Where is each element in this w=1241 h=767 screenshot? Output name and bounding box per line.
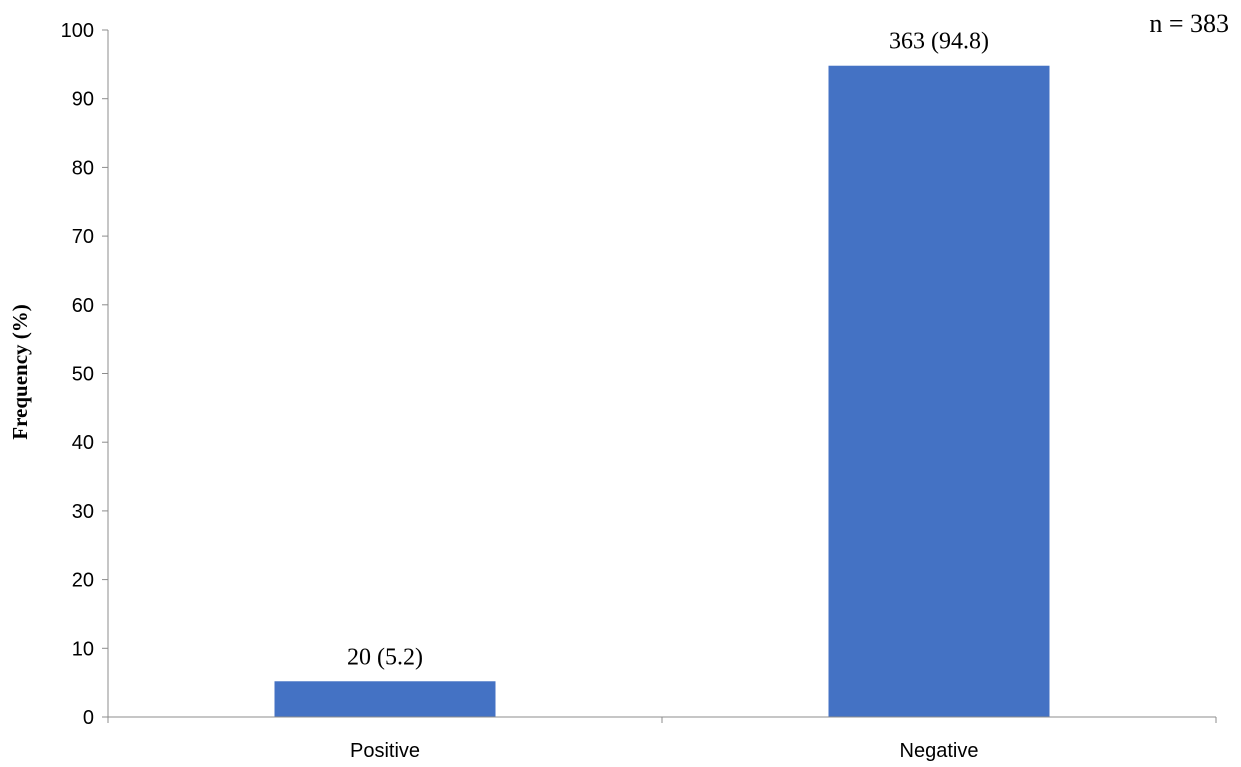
axes [107, 30, 1217, 723]
y-axis-ticks: 0 10 20 30 40 50 60 70 80 90 100 [61, 20, 108, 729]
category-labels: Positive Negative [350, 740, 978, 762]
y-axis-title: Frequency (%) [8, 304, 32, 440]
bars [274, 65, 1050, 717]
data-label-negative: 363 (94.8) [889, 29, 989, 55]
y-tick-label: 80 [72, 157, 94, 179]
sample-size-annotation: n = 383 [1149, 9, 1229, 38]
y-tick-label: 40 [72, 432, 94, 454]
y-tick-label: 10 [72, 638, 94, 660]
bar-negative [828, 65, 1050, 717]
y-tick-label: 20 [72, 570, 94, 592]
y-tick-label: 70 [72, 226, 94, 248]
y-tick-label: 30 [72, 501, 94, 523]
y-tick-label: 50 [72, 364, 94, 386]
y-tick-label: 100 [61, 20, 94, 42]
data-labels: 20 (5.2) 363 (94.8) [347, 29, 989, 671]
data-label-positive: 20 (5.2) [347, 644, 423, 670]
bar-positive [274, 681, 496, 717]
y-tick-label: 60 [72, 295, 94, 317]
category-label-negative: Negative [900, 740, 979, 762]
category-label-positive: Positive [350, 740, 420, 762]
y-tick-label: 90 [72, 89, 94, 111]
y-tick-label: 0 [83, 707, 94, 729]
